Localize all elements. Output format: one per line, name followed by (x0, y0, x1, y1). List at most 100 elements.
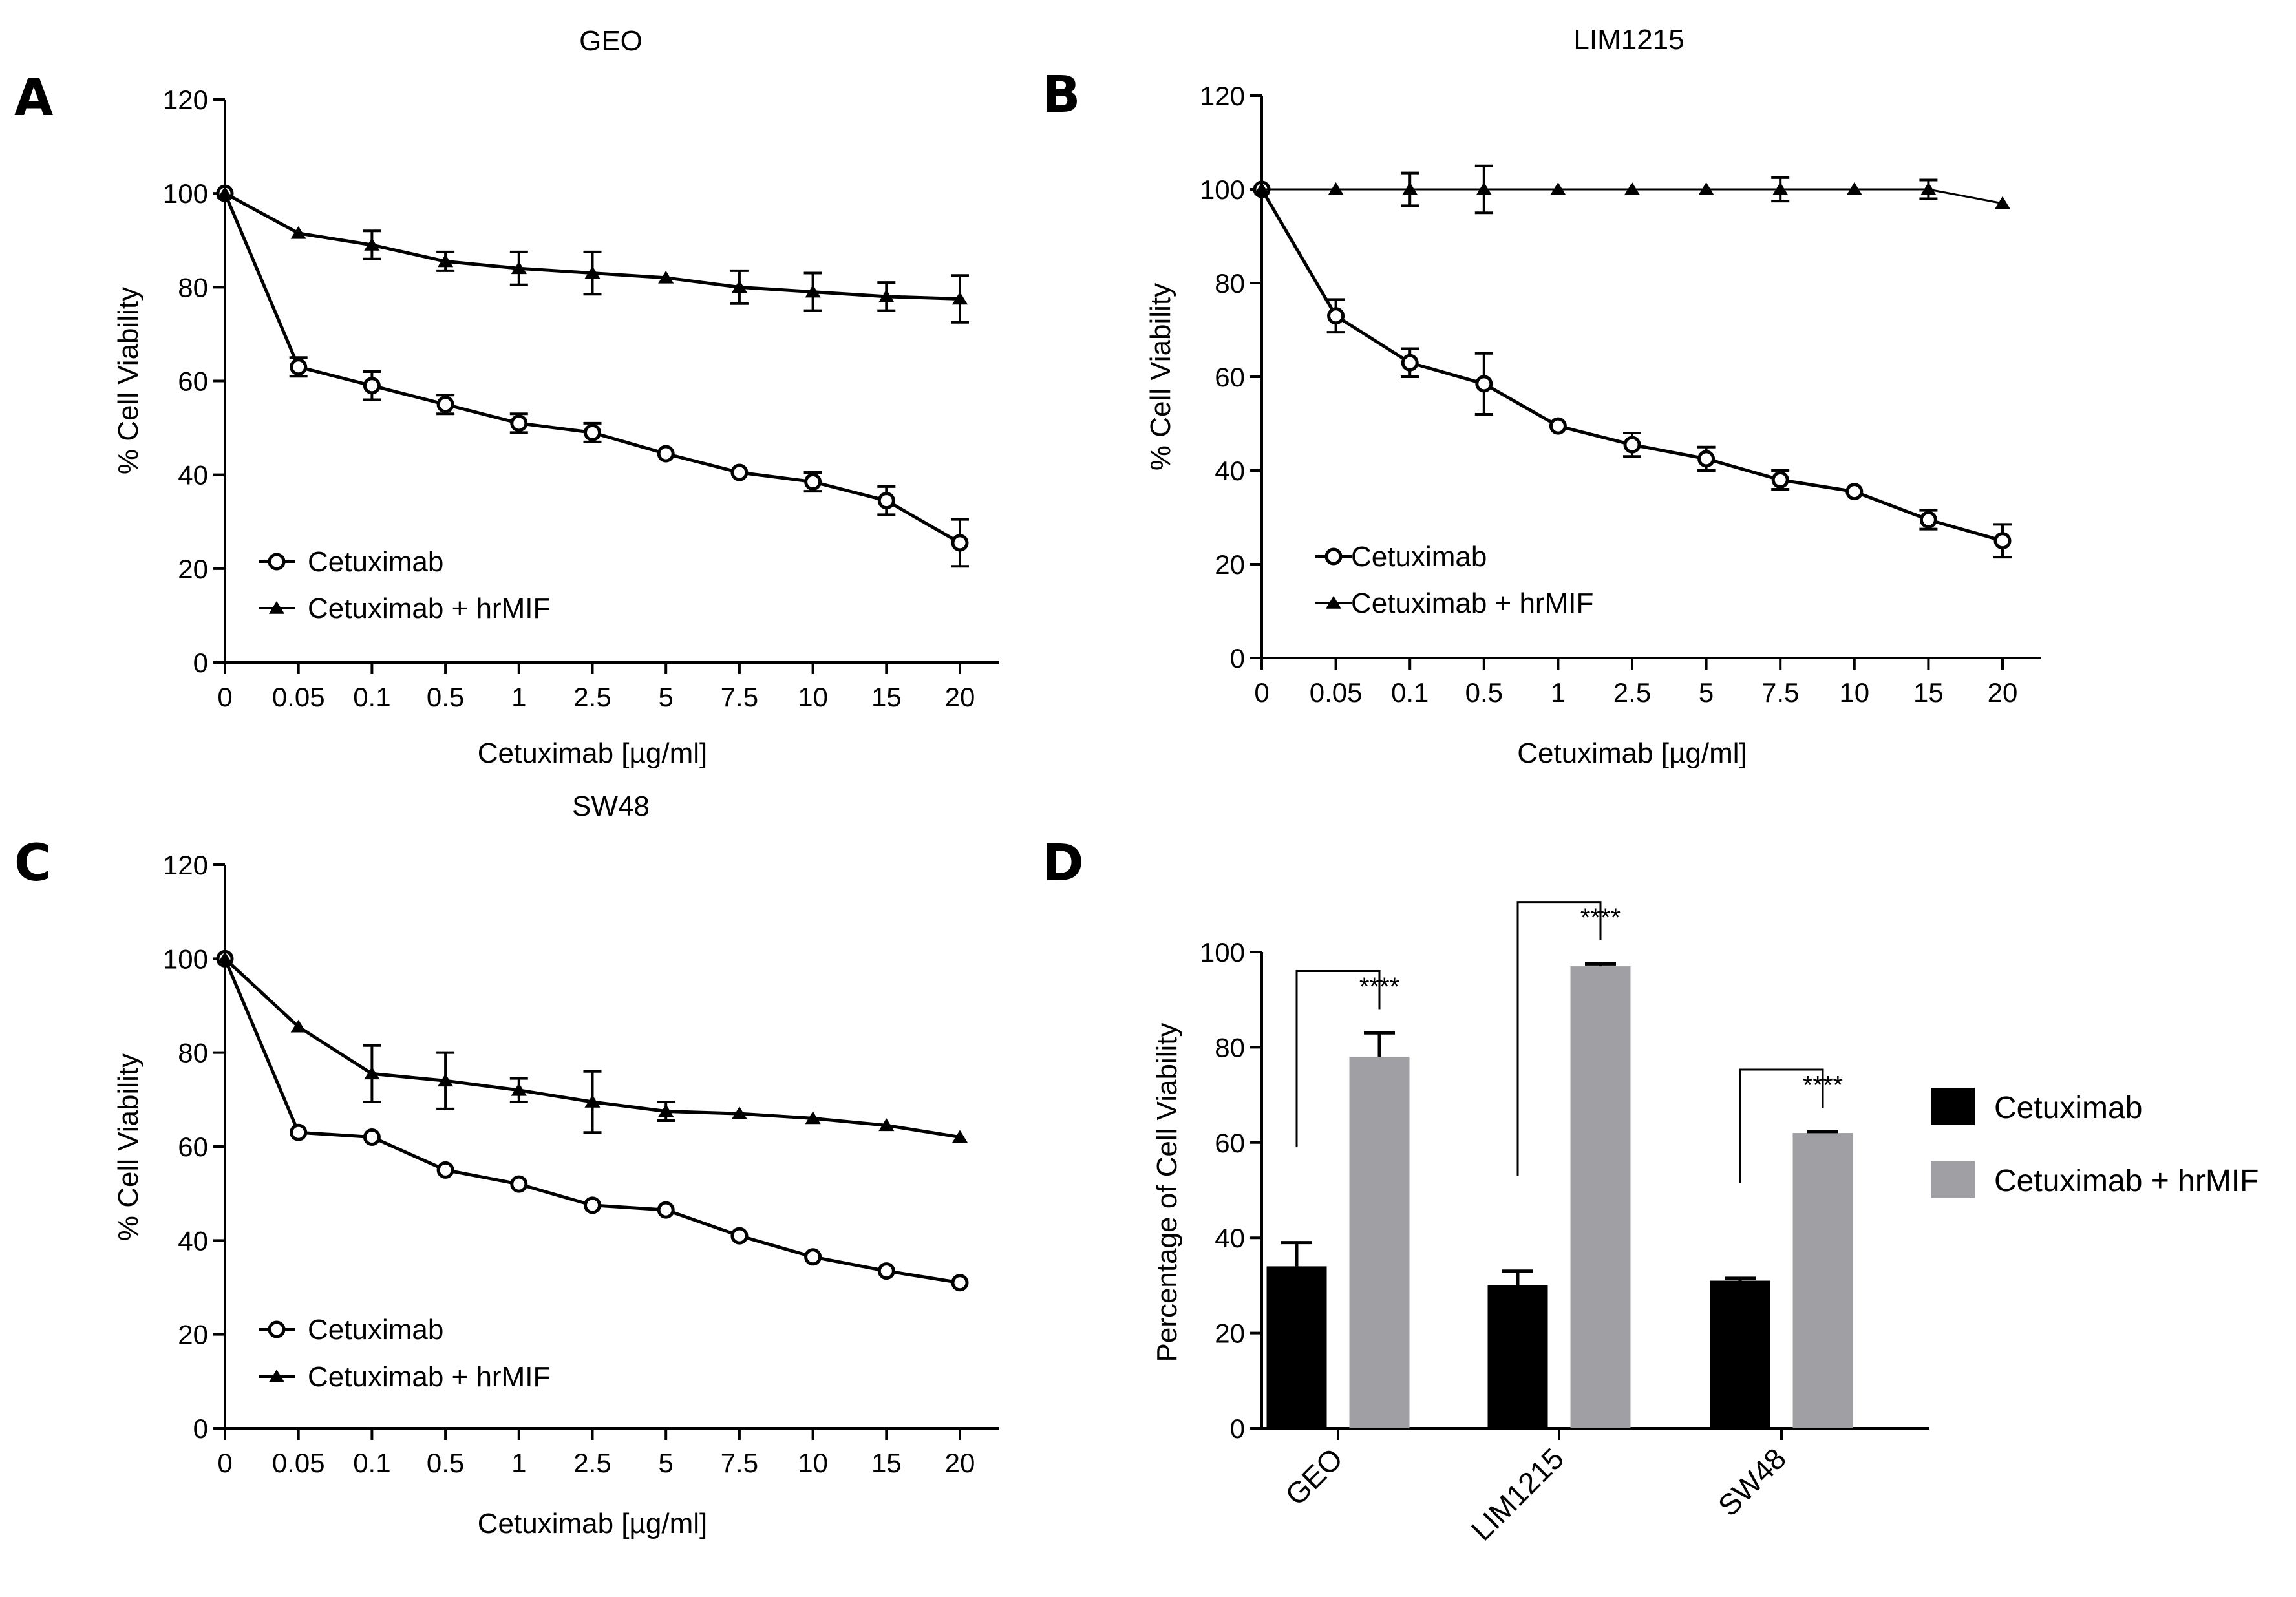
panel-label-b: B (1042, 66, 1080, 124)
y-tick-label: 100 (1200, 175, 1245, 205)
x-tick-label: 10 (1839, 677, 1869, 708)
data-point-cetuximab-hrmif-7 (1772, 182, 1789, 195)
y-tick-label: 40 (178, 460, 208, 491)
legend-label-cetuximab: Cetuximab (1994, 1091, 2142, 1125)
data-point-cetuximab-7 (730, 463, 749, 481)
y-tick-label: 120 (163, 850, 208, 880)
y-tick-label: 80 (178, 1038, 208, 1068)
x-tick-label: 15 (1913, 677, 1944, 708)
x-tick-label: 0.05 (272, 682, 325, 712)
x-tick-label: 0 (217, 682, 232, 712)
ticks: 0 20 40 60 80 100 120 0 0.05 0.1 0.5 1 2.5 5 7.5 10 15 20 (163, 850, 975, 1478)
x-tick-label: 2.5 (573, 682, 611, 712)
data-point-cetuximab-hrmif-2 (364, 1066, 380, 1080)
y-tick-label: 100 (1200, 937, 1245, 968)
x-tick-label: 20 (945, 1448, 975, 1478)
data-point-cetuximab-8 (804, 473, 822, 491)
data-point-cetuximab-3 (436, 396, 454, 414)
y-axis-label: Percentage of Cell Viability (1151, 1022, 1183, 1362)
legend-marker-circle (268, 553, 286, 571)
data-point-cetuximab-5 (1623, 436, 1641, 454)
data-point-cetuximab-hrmif-9 (1920, 182, 1937, 195)
data-point-cetuximab-hrmif-3 (1476, 182, 1492, 195)
x-tick-label: 15 (871, 1448, 902, 1478)
x-tick-label: 2.5 (1613, 677, 1651, 708)
x-tick-label: 0.5 (1465, 677, 1503, 708)
data-point-cetuximab-2 (363, 1128, 381, 1146)
y-tick-label: 120 (1200, 81, 1245, 111)
panel-label-a: A (14, 69, 53, 127)
data-point-cetuximab-hrmif-1 (290, 226, 306, 239)
chart-title: SW48 (572, 790, 650, 822)
data-point-cetuximab-hrmif-4 (511, 261, 527, 275)
data-point-cetuximab-hrmif-5 (584, 266, 601, 279)
x-tick-label: 5 (1699, 677, 1714, 708)
legend-swatch-cetuximab-hrmif (1931, 1161, 1975, 1198)
data-point-cetuximab-10 (1993, 532, 2012, 550)
data-point-cetuximab-9 (877, 1262, 895, 1280)
legend-swatch-cetuximab (1931, 1088, 1975, 1125)
legend-label-cetuximab: Cetuximab (308, 546, 443, 578)
data-point-cetuximab-hrmif-2 (364, 238, 380, 251)
y-tick-label: 80 (1215, 268, 1245, 299)
data-point-cetuximab-hrmif-3 (438, 1073, 454, 1087)
x-tick-label: 0.5 (427, 682, 464, 712)
bar-cetuximab-hrmif-sw48 (1792, 1133, 1853, 1428)
data-point-cetuximab-6 (1697, 450, 1716, 468)
data-point-cetuximab-8 (804, 1248, 822, 1266)
data-point-cetuximab-hrmif-0 (1253, 182, 1270, 195)
legend-symbol-cetuximab-hrmif (259, 601, 295, 614)
y-tick-label: 20 (1215, 549, 1245, 580)
legend-symbol-cetuximab-hrmif (259, 1370, 295, 1382)
legend-label-cetuximab: Cetuximab (308, 1314, 443, 1346)
x-tick-label: 5 (659, 682, 674, 712)
chart-title: GEO (579, 25, 643, 57)
x-tick-label: 0.05 (1310, 677, 1363, 708)
y-tick-label: 40 (178, 1225, 208, 1256)
data-point-cetuximab-hrmif-8 (805, 284, 821, 298)
y-tick-label: 0 (1230, 1413, 1245, 1444)
data-point-cetuximab-hrmif-10 (1994, 196, 2011, 209)
y-tick-label: 20 (178, 554, 208, 584)
y-tick-label: 0 (193, 1413, 208, 1444)
significance-label: **** (1359, 973, 1399, 1001)
x-tick-label: 0.1 (353, 1448, 390, 1478)
data-point-cetuximab-1 (290, 1123, 308, 1141)
data-point-cetuximab-hrmif-0 (217, 951, 233, 965)
data-point-cetuximab-hrmif-1 (1328, 182, 1344, 195)
ticks: 0 20 40 60 80 100 120 0 0.05 0.1 0.5 1 2.5 5 7.5 10 15 20 (1200, 81, 2017, 708)
y-tick-label: 0 (1230, 643, 1245, 673)
x-tick-label: 20 (945, 682, 975, 712)
panel-label-c: C (14, 834, 51, 893)
legend-symbol-cetuximab (259, 1320, 295, 1338)
data-point-cetuximab-hrmif-10 (951, 291, 968, 305)
data-point-cetuximab-hrmif-5 (584, 1094, 601, 1108)
y-tick-label: 120 (163, 85, 208, 115)
x-tick-label: 0.5 (427, 1448, 464, 1478)
y-axis-label: % Cell Viability (1145, 283, 1176, 471)
legend-symbol-cetuximab-hrmif (1315, 596, 1352, 609)
data-point-cetuximab-3 (1475, 375, 1493, 393)
panel-a-line-chart: A GEO % Cell Viability Cetuximab [µg/ml]… (14, 25, 999, 769)
data-point-cetuximab-hrmif-9 (878, 1118, 895, 1132)
x-axis-label: Cetuximab [µg/ml] (1517, 737, 1747, 769)
legend: Cetuximab Cetuximab + hrMIF (1315, 541, 1593, 619)
panel-b-line-chart: B LIM1215 % Cell Viability Cetuximab [µg… (1042, 24, 2041, 769)
bar-cetuximab-geo (1266, 1266, 1327, 1428)
legend-marker-triangle (1325, 596, 1342, 609)
bar-cetuximab-hrmif-geo (1349, 1057, 1410, 1428)
significance-bracket (1516, 901, 1602, 1176)
data-point-cetuximab-1 (1327, 307, 1345, 325)
bar-cetuximab-hrmif-lim1215 (1570, 966, 1631, 1428)
data-point-cetuximab-10 (951, 534, 969, 552)
data-point-cetuximab-10 (951, 1274, 969, 1292)
x-tick-label: 1 (511, 682, 526, 712)
y-tick-label: 80 (1215, 1032, 1245, 1063)
y-tick-label: 60 (178, 366, 208, 397)
data-point-cetuximab-9 (1919, 511, 1937, 529)
significance-bracket (1295, 969, 1381, 1148)
data-point-cetuximab-5 (584, 1196, 601, 1214)
legend-marker-triangle (268, 601, 285, 614)
y-tick-label: 60 (1215, 362, 1245, 392)
